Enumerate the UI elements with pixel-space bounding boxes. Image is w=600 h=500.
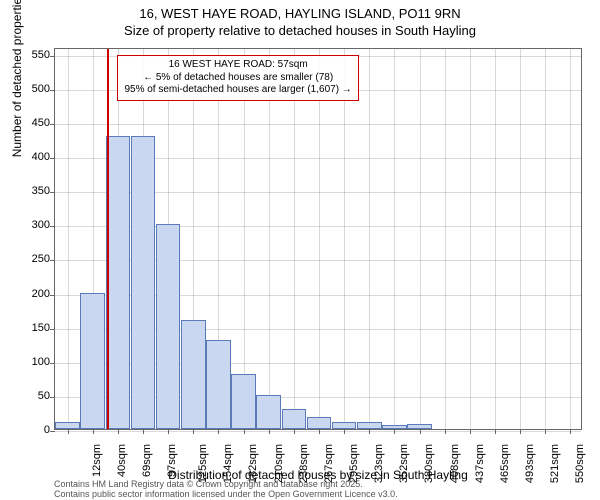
x-tick-mark — [470, 429, 471, 434]
x-tick-mark — [420, 429, 421, 434]
y-tick-label: 100 — [10, 356, 50, 368]
histogram-bar — [80, 293, 105, 429]
histogram-bar — [256, 395, 281, 429]
histogram-bar — [131, 136, 156, 429]
x-tick-mark — [93, 429, 94, 434]
x-tick-mark — [218, 429, 219, 434]
annotation-line1: 16 WEST HAYE ROAD: 57sqm — [124, 59, 351, 72]
y-tick-label: 50 — [10, 390, 50, 402]
histogram-bar — [357, 422, 382, 429]
grid-line-vertical — [244, 49, 245, 429]
x-tick-mark — [168, 429, 169, 434]
grid-line-horizontal — [55, 431, 581, 432]
x-tick-mark — [118, 429, 119, 434]
y-tick-label: 550 — [10, 49, 50, 61]
chart-title-line1: 16, WEST HAYE ROAD, HAYLING ISLAND, PO11… — [0, 6, 600, 21]
grid-line-vertical — [369, 49, 370, 429]
y-tick-mark — [50, 56, 55, 57]
grid-line-vertical — [495, 49, 496, 429]
x-tick-mark — [369, 429, 370, 434]
grid-line-vertical — [570, 49, 571, 429]
annotation-box: 16 WEST HAYE ROAD: 57sqm← 5% of detached… — [117, 55, 358, 101]
y-tick-label: 350 — [10, 185, 50, 197]
x-tick-mark — [545, 429, 546, 434]
x-tick-mark — [319, 429, 320, 434]
y-tick-label: 500 — [10, 83, 50, 95]
annotation-line3: 95% of semi-detached houses are larger (… — [124, 84, 351, 97]
y-tick-mark — [50, 90, 55, 91]
x-tick-mark — [445, 429, 446, 434]
histogram-bar — [55, 422, 80, 429]
property-marker-line — [107, 49, 109, 429]
y-tick-mark — [50, 226, 55, 227]
grid-line-vertical — [445, 49, 446, 429]
grid-line-vertical — [520, 49, 521, 429]
grid-line-vertical — [470, 49, 471, 429]
y-tick-label: 0 — [10, 424, 50, 436]
annotation-line2: ← 5% of detached houses are smaller (78) — [124, 72, 351, 85]
footer-attribution: Contains HM Land Registry data © Crown c… — [54, 480, 398, 500]
x-tick-mark — [294, 429, 295, 434]
histogram-bar — [181, 320, 206, 429]
y-tick-mark — [50, 363, 55, 364]
histogram-bar — [156, 224, 181, 429]
histogram-bar — [206, 340, 231, 429]
histogram-bar — [231, 374, 256, 429]
x-tick-mark — [269, 429, 270, 434]
x-tick-mark — [520, 429, 521, 434]
grid-line-vertical — [68, 49, 69, 429]
histogram-bar — [382, 425, 407, 429]
x-tick-mark — [495, 429, 496, 434]
chart-container: 16, WEST HAYE ROAD, HAYLING ISLAND, PO11… — [0, 0, 600, 500]
x-tick-mark — [570, 429, 571, 434]
y-tick-label: 150 — [10, 322, 50, 334]
y-tick-mark — [50, 397, 55, 398]
chart-title-line2: Size of property relative to detached ho… — [0, 23, 600, 38]
grid-line-vertical — [545, 49, 546, 429]
x-tick-mark — [344, 429, 345, 434]
y-tick-mark — [50, 295, 55, 296]
y-tick-label: 450 — [10, 117, 50, 129]
y-axis-label: Number of detached properties — [10, 0, 24, 157]
grid-line-vertical — [294, 49, 295, 429]
x-tick-mark — [244, 429, 245, 434]
grid-line-horizontal — [55, 124, 581, 125]
plot-area: 16 WEST HAYE ROAD: 57sqm← 5% of detached… — [54, 48, 582, 430]
y-tick-label: 250 — [10, 253, 50, 265]
grid-line-vertical — [420, 49, 421, 429]
title-block: 16, WEST HAYE ROAD, HAYLING ISLAND, PO11… — [0, 0, 600, 38]
y-tick-mark — [50, 260, 55, 261]
x-tick-mark — [193, 429, 194, 434]
grid-line-vertical — [344, 49, 345, 429]
grid-line-vertical — [319, 49, 320, 429]
histogram-bar — [282, 409, 307, 429]
x-tick-mark — [143, 429, 144, 434]
x-tick-mark — [68, 429, 69, 434]
y-tick-label: 400 — [10, 151, 50, 163]
y-tick-mark — [50, 329, 55, 330]
y-tick-mark — [50, 192, 55, 193]
y-tick-label: 300 — [10, 219, 50, 231]
histogram-bar — [332, 422, 357, 429]
y-tick-mark — [50, 158, 55, 159]
grid-line-vertical — [394, 49, 395, 429]
footer-line2: Contains public sector information licen… — [54, 490, 398, 500]
y-tick-mark — [50, 431, 55, 432]
histogram-bar — [307, 417, 332, 429]
y-tick-label: 200 — [10, 288, 50, 300]
histogram-bar — [407, 424, 432, 429]
y-tick-mark — [50, 124, 55, 125]
grid-line-vertical — [269, 49, 270, 429]
x-tick-mark — [394, 429, 395, 434]
